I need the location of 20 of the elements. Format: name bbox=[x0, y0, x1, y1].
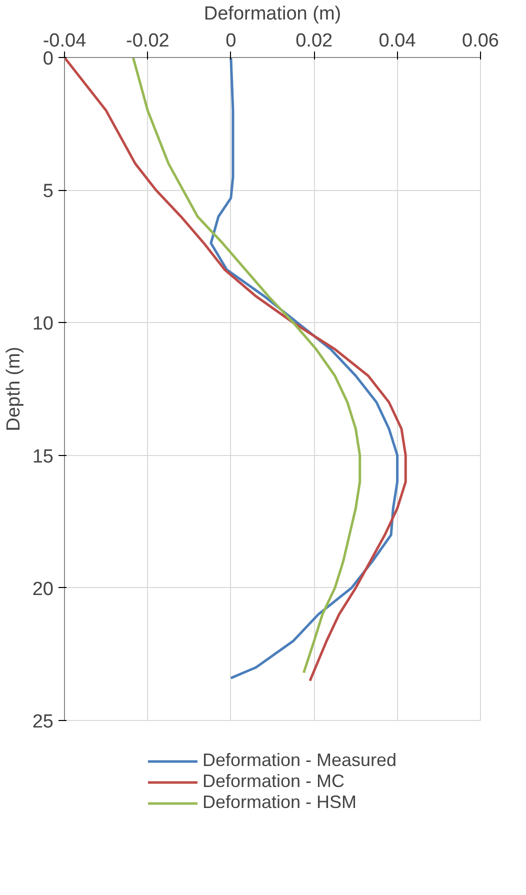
legend-label: Deformation - MC bbox=[202, 771, 344, 792]
legend-label: Deformation - Measured bbox=[202, 750, 397, 771]
x-tick-label: 0 bbox=[226, 30, 236, 52]
x-tick-label: 0.06 bbox=[462, 30, 499, 52]
x-tick-label: -0.02 bbox=[126, 30, 170, 52]
x-axis-title: Deformation (m) bbox=[204, 4, 342, 24]
y-axis-title: Depth (m) bbox=[3, 346, 24, 432]
x-tick-label: 0.04 bbox=[378, 30, 416, 52]
line-series bbox=[132, 58, 362, 674]
line-series bbox=[64, 58, 407, 682]
y-tick-label: 0 bbox=[42, 48, 54, 70]
y-tick-label: 25 bbox=[32, 712, 54, 732]
line-series bbox=[210, 58, 399, 680]
x-tick-label: -0.04 bbox=[42, 30, 87, 52]
x-tick-label: 0.02 bbox=[296, 30, 333, 52]
y-tick-label: 20 bbox=[32, 578, 54, 600]
legend-label: Deformation - HSM bbox=[202, 792, 356, 813]
y-tick-label: 5 bbox=[42, 181, 54, 202]
y-tick-label: 10 bbox=[32, 314, 54, 335]
y-tick-label: 15 bbox=[32, 446, 54, 468]
